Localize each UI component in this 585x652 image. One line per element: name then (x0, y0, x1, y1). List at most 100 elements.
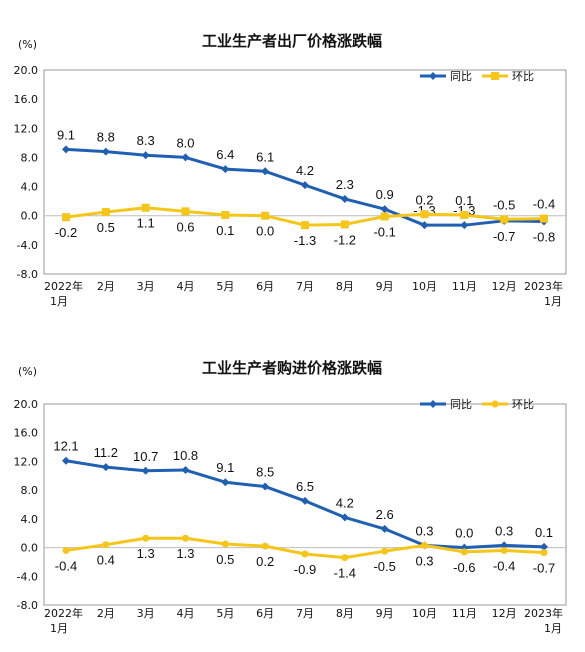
data-point (181, 466, 190, 475)
data-point (420, 210, 429, 219)
y-tick-label: -4.0 (17, 570, 38, 583)
data-label: 2.6 (376, 507, 394, 522)
data-label: 1.3 (137, 546, 155, 561)
data-point (62, 546, 70, 554)
data-point (142, 534, 150, 542)
data-label: 8.0 (176, 135, 194, 150)
y-tick-label: 12.0 (14, 455, 39, 468)
data-label: -0.8 (533, 230, 555, 245)
data-label: 0.5 (97, 220, 115, 235)
data-label: 0.1 (455, 193, 473, 208)
x-tick-label: 2022年 1月 (44, 279, 83, 308)
data-point (141, 151, 150, 160)
data-point (221, 540, 229, 548)
y-unit-label: (%) (18, 365, 37, 378)
data-label: -0.2 (55, 225, 77, 240)
y-tick-label: 0.0 (21, 210, 39, 223)
data-point (420, 221, 429, 230)
data-label: 0.0 (455, 526, 473, 541)
data-label: -0.5 (493, 197, 515, 212)
data-label: 0.2 (415, 192, 433, 207)
data-point (340, 194, 349, 203)
data-point (62, 456, 70, 465)
legend-marker (429, 400, 437, 408)
x-tick-label: 2月 (97, 280, 115, 293)
data-label: 0.3 (415, 553, 433, 568)
data-label: 0.1 (535, 525, 553, 540)
x-tick-label: 10月 (412, 607, 437, 620)
legend-label: 环比 (512, 70, 534, 83)
data-point (540, 214, 548, 223)
y-tick-label: -8.0 (17, 268, 38, 281)
x-tick-label: 5月 (216, 607, 234, 620)
x-tick-label: 8月 (336, 607, 354, 620)
x-tick-label: 3月 (137, 607, 155, 620)
data-point (261, 542, 269, 550)
data-label: 0.1 (216, 223, 234, 238)
data-label: 0.2 (256, 554, 274, 569)
data-point (101, 208, 110, 217)
data-label: 0.3 (415, 523, 433, 538)
data-point (460, 210, 469, 219)
data-point (460, 221, 469, 230)
data-label: -1.4 (334, 566, 356, 581)
chart-ppi-input: 工业生产者购进价格涨跌幅 (%) 20.0 16.0 12.0 8.0 4.0 0.0 -4.0… (14, 359, 567, 635)
data-label: -0.5 (373, 559, 395, 574)
data-point (500, 546, 508, 554)
data-point (460, 548, 468, 556)
x-tick-label: 2022年 1月 (44, 606, 83, 635)
data-point (261, 482, 270, 491)
data-label: 1.1 (137, 216, 155, 231)
x-tick-label: 11月 (452, 607, 477, 620)
x-tick-label: 10月 (412, 280, 437, 293)
data-point (101, 463, 110, 472)
data-point (221, 165, 230, 174)
data-label: -1.3 (294, 233, 316, 248)
data-point (102, 541, 110, 549)
data-label: -0.4 (55, 558, 77, 573)
y-tick-label: -8.0 (17, 599, 38, 612)
data-point (62, 213, 70, 222)
data-label: -0.4 (533, 197, 555, 212)
x-tick-label: 4月 (177, 280, 195, 293)
y-tick-label: 0.0 (21, 542, 39, 555)
data-label: 6.5 (296, 479, 314, 494)
data-label: 4.2 (296, 163, 314, 178)
chart-title: 工业生产者购进价格涨跌幅 (202, 359, 382, 377)
y-tick-label: 4.0 (21, 513, 39, 526)
data-point (261, 211, 270, 220)
data-point (301, 496, 309, 505)
y-tick-label: 8.0 (21, 151, 39, 164)
data-label: -1.2 (334, 232, 356, 247)
data-label: -0.9 (294, 562, 316, 577)
data-label: 10.8 (173, 448, 198, 463)
data-point (141, 466, 150, 475)
y-unit-label: (%) (18, 38, 37, 51)
x-tick-label: 2023年 1月 (524, 279, 563, 308)
data-label: 11.2 (94, 445, 118, 460)
data-point (421, 541, 428, 549)
x-tick-label: 4月 (177, 607, 195, 620)
legend-label: 同比 (450, 70, 472, 83)
data-point (380, 524, 389, 533)
chart-title: 工业生产者出厂价格涨跌幅 (202, 32, 382, 50)
data-point (301, 550, 309, 558)
x-tick-label: 11月 (452, 280, 477, 293)
y-tick-label: 8.0 (21, 484, 39, 497)
x-tick-label: 5月 (216, 280, 234, 293)
data-point (101, 147, 110, 156)
data-label: 0.0 (256, 224, 274, 239)
data-label: 6.4 (216, 147, 234, 162)
x-tick-label: 9月 (376, 607, 394, 620)
data-point (182, 534, 189, 542)
data-label: -0.7 (493, 229, 515, 244)
data-point (500, 541, 509, 550)
data-label: -0.6 (453, 560, 475, 575)
data-point (500, 215, 509, 224)
x-tick-label: 6月 (256, 280, 274, 293)
data-point (380, 205, 389, 214)
x-tick-label: 8月 (336, 280, 354, 293)
data-label: 0.6 (176, 219, 194, 234)
data-point (301, 221, 309, 230)
